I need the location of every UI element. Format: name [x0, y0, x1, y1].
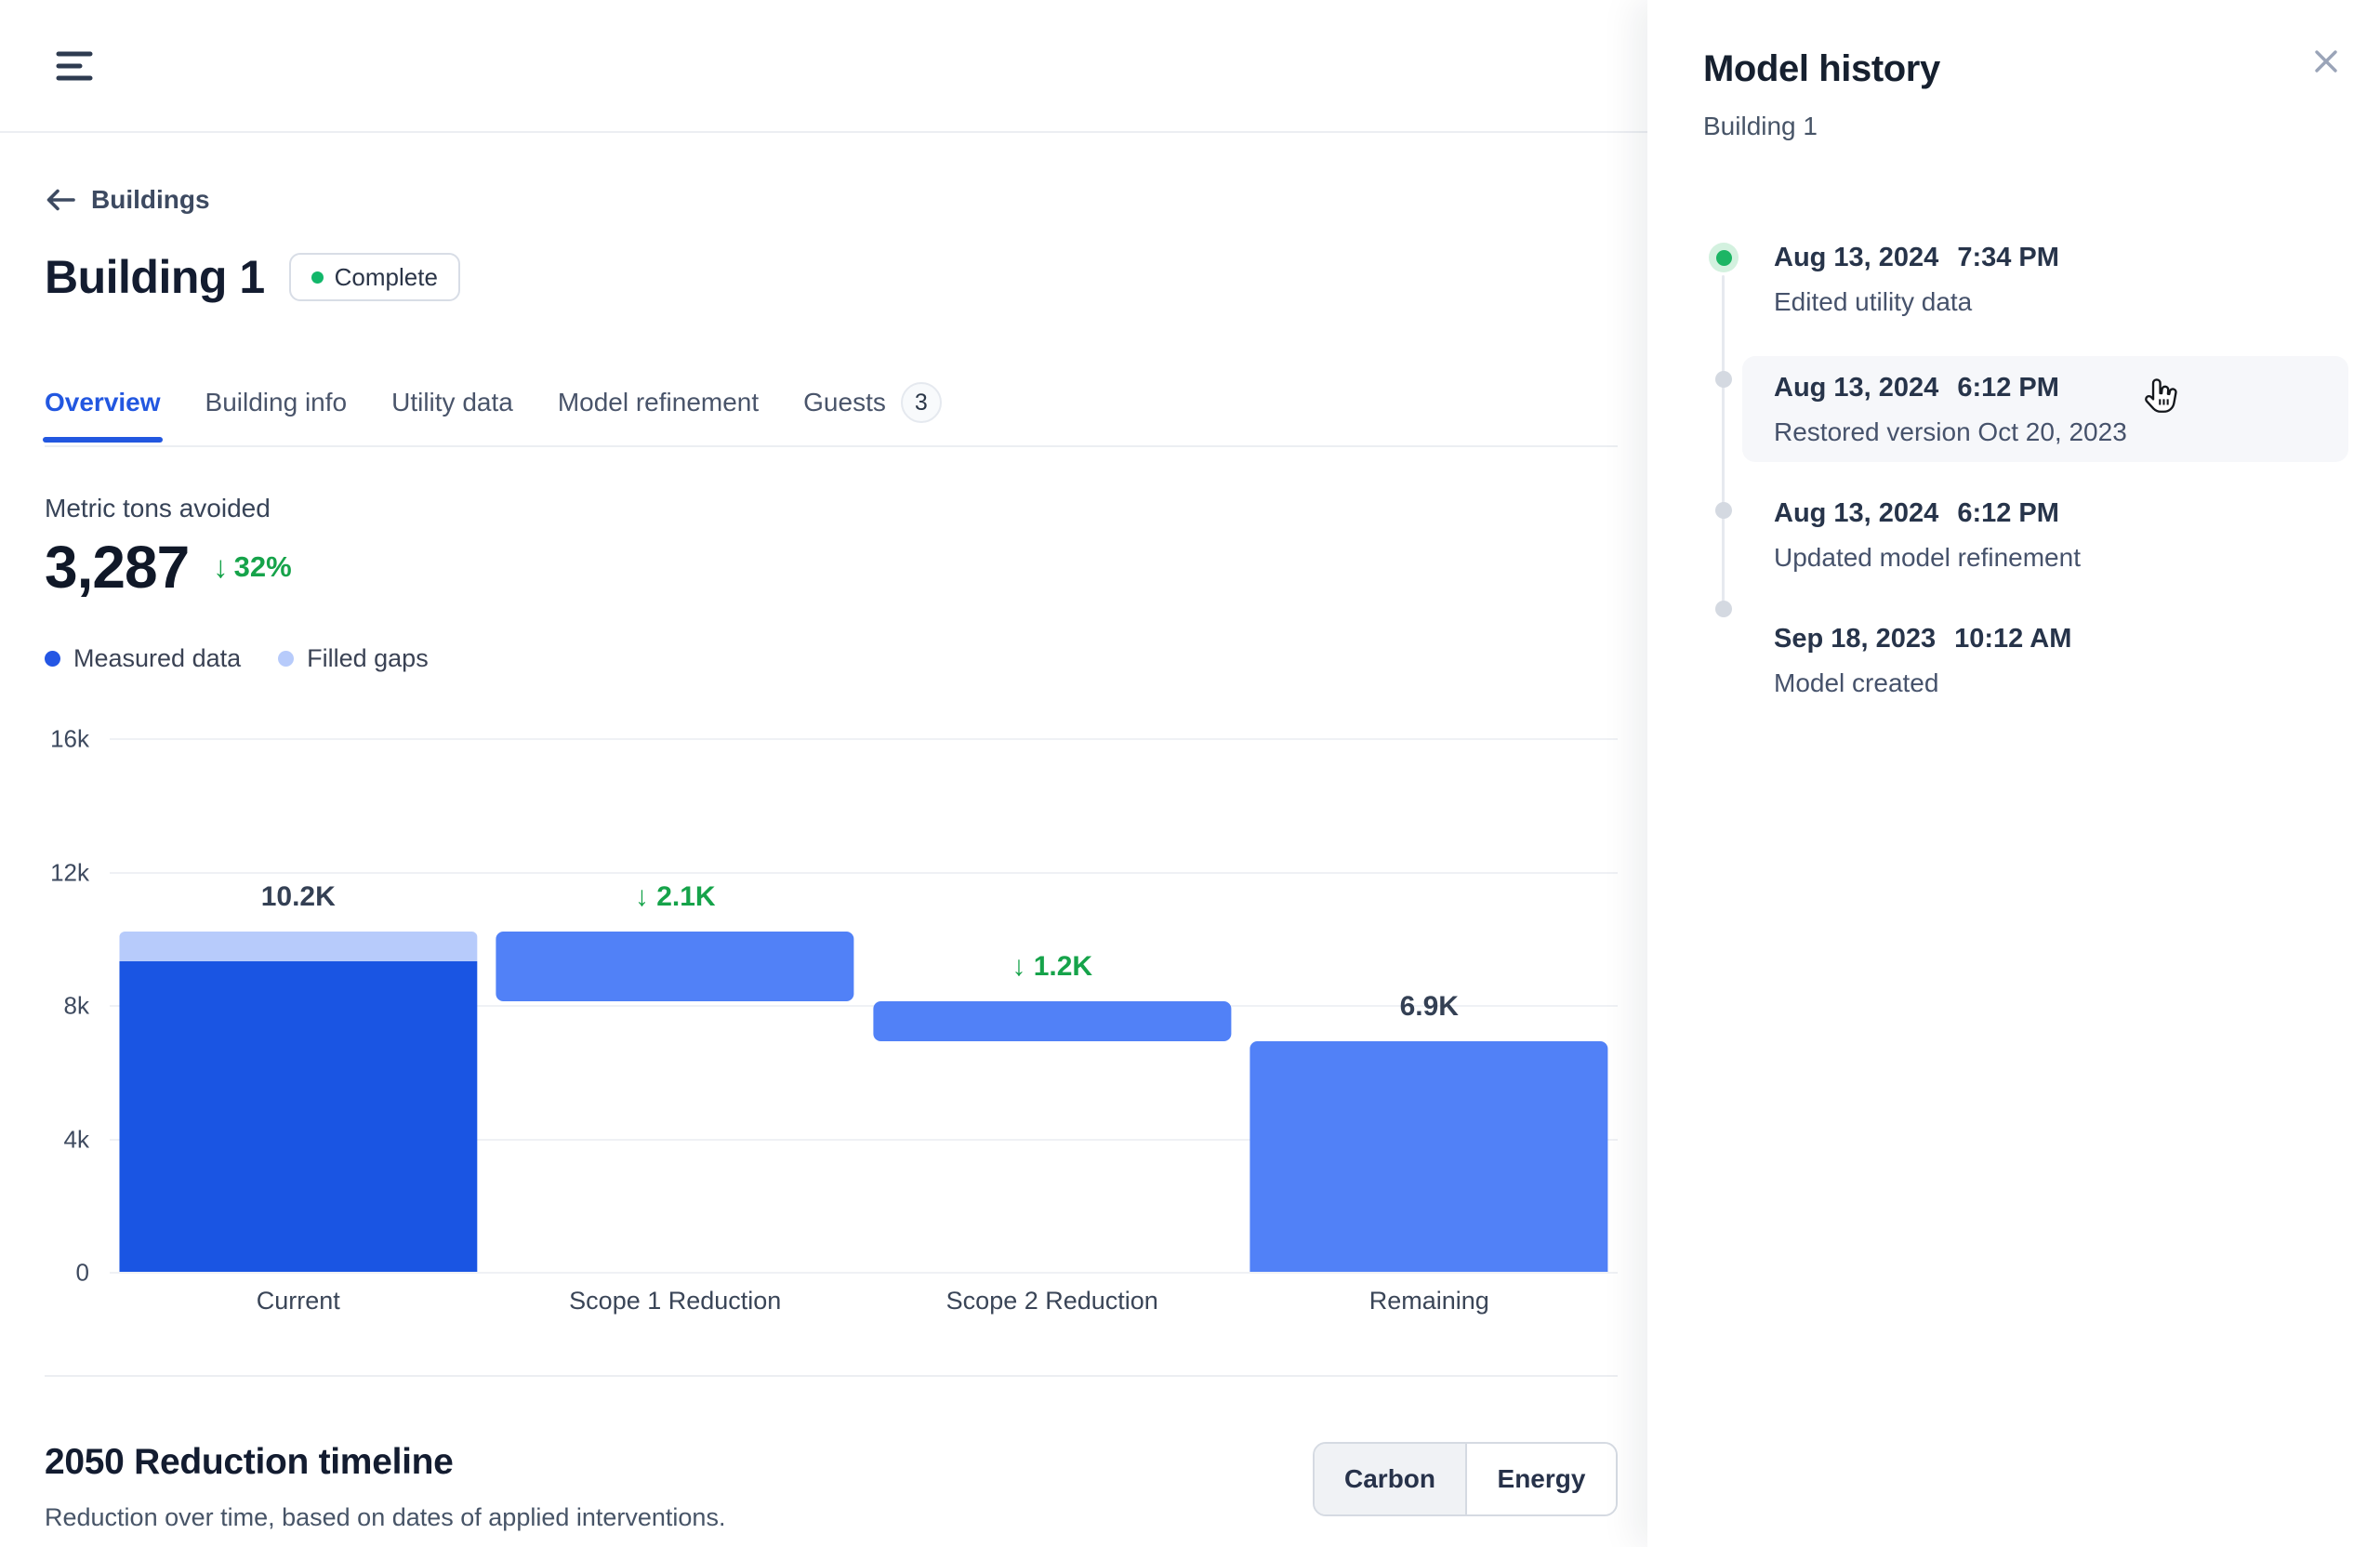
bar-value-label: 10.2K	[260, 881, 336, 913]
chart-x-axis-labels: Current Scope 1 Reduction Scope 2 Reductio…	[110, 1287, 1618, 1316]
y-axis-tick-label: 4k	[63, 1125, 89, 1153]
bar-slot: 10.2K	[110, 738, 487, 1272]
carbon-energy-toggle: Carbon Energy	[1313, 1442, 1618, 1516]
breadcrumb-back-link[interactable]: Buildings	[45, 185, 210, 215]
panel-subtitle: Building 1	[1703, 112, 1818, 140]
bar-slot: ↓ 2.1K	[487, 738, 865, 1272]
close-icon[interactable]	[2307, 43, 2345, 80]
y-axis-tick-label: 12k	[50, 858, 89, 886]
history-hovered-card[interactable]	[1742, 356, 2348, 462]
x-axis-category-label: Scope 2 Reduction	[945, 1287, 1158, 1315]
waterfall-chart: 16k 12k 8k 4k 0 10.2K ↓ 2.1K ↓ 1.2K 6.9K Current…	[45, 725, 1619, 1316]
main-content: Buildings Building 1 Complete Overview B…	[0, 185, 1647, 1532]
timeline-dot-icon	[1715, 502, 1732, 519]
page-title: Building 1	[45, 251, 265, 303]
reduction-timeline-section: 2050 Reduction timeline Reduction over t…	[45, 1427, 1618, 1532]
timeline-dot-icon	[1715, 371, 1732, 388]
status-badge: Complete	[288, 253, 460, 301]
history-item[interactable]: Aug 13, 2024 6:12 PM Restored version Oct…	[1774, 371, 2127, 448]
breadcrumb-label: Buildings	[91, 185, 210, 214]
chart-legend: Measured data Filled gaps	[45, 644, 1618, 673]
history-date: Aug 13, 2024	[1774, 373, 1939, 403]
history-item[interactable]: Sep 18, 2023 10:12 AM Model created	[1774, 622, 2071, 699]
main-area: Buildings Building 1 Complete Overview B…	[0, 0, 1647, 1532]
bar-value-label: 6.9K	[1399, 991, 1459, 1023]
history-date: Aug 13, 2024	[1774, 498, 1939, 528]
model-history-panel: Model history Building 1 Aug 13, 2024 7:3…	[1647, 0, 2380, 1547]
history-description: Edited utility data	[1774, 287, 1973, 316]
bar-slot: ↓ 1.2K	[864, 738, 1241, 1272]
legend-item-measured: Measured data	[45, 644, 241, 673]
tab-utility-data[interactable]: Utility data	[391, 388, 513, 416]
history-date: Aug 13, 2024	[1774, 243, 1939, 272]
status-badge-label: Complete	[334, 262, 438, 291]
reduction-timeline-title: 2050 Reduction timeline	[45, 1442, 454, 1482]
history-description: Restored version Oct 20, 2023	[1774, 417, 2127, 446]
history-time: 10:12 AM	[1954, 624, 2072, 654]
bar-value-label: ↓ 1.2K	[1012, 951, 1093, 983]
metric-row: 3,287 ↓ 32%	[45, 533, 1618, 602]
reduction-timeline-text: 2050 Reduction timeline Reduction over t…	[45, 1427, 725, 1532]
measured-data-dot-icon	[45, 651, 60, 667]
toggle-energy-button[interactable]: Energy	[1465, 1444, 1616, 1514]
y-axis-tick-label: 0	[75, 1258, 89, 1287]
history-time: 7:34 PM	[1957, 243, 2059, 272]
tab-guests[interactable]: Guests 3	[803, 382, 942, 423]
section-divider	[45, 1375, 1618, 1377]
bar-value-label: ↓ 2.1K	[634, 881, 716, 913]
filled-gaps-dot-icon	[278, 651, 295, 667]
bar-segment	[119, 932, 478, 962]
x-axis-category-label: Current	[256, 1287, 340, 1315]
gridline: 4k	[64, 1125, 1618, 1153]
history-date: Sep 18, 2023	[1774, 624, 1937, 654]
top-bar	[0, 0, 1647, 133]
metric-delta: ↓ 32%	[213, 549, 292, 585]
legend-item-filled-gaps: Filled gaps	[278, 644, 429, 673]
history-time: 6:12 PM	[1957, 373, 2059, 403]
toggle-carbon-button[interactable]: Carbon	[1315, 1444, 1465, 1514]
tab-model-refinement[interactable]: Model refinement	[557, 388, 760, 416]
bar-segment	[119, 961, 478, 1272]
timeline-dot-current-icon	[1709, 243, 1739, 272]
bar-slot: 6.9K	[1241, 738, 1619, 1272]
timeline-dot-icon	[1715, 601, 1732, 617]
metric-delta-value: 32%	[233, 550, 292, 583]
tab-bar: Overview Building info Utility data Mode…	[43, 382, 1618, 447]
waterfall-bar	[119, 932, 478, 1272]
chart-plot-area: 16k 12k 8k 4k 0 10.2K ↓ 2.1K ↓ 1.2K 6.9K	[50, 725, 1619, 1287]
history-description: Updated model refinement	[1774, 543, 2081, 572]
gridline: 8k	[64, 992, 1618, 1020]
history-time: 6:12 PM	[1957, 498, 2059, 528]
waterfall-bar	[496, 932, 854, 1002]
tab-overview[interactable]: Overview	[43, 388, 163, 443]
y-axis-tick-label: 16k	[50, 724, 89, 753]
panel-title: Model history	[1703, 48, 1940, 89]
history-description: Model created	[1774, 668, 1939, 697]
back-arrow-icon	[46, 189, 75, 211]
x-axis-category-label: Scope 1 Reduction	[569, 1287, 782, 1315]
tab-building-info[interactable]: Building info	[205, 388, 348, 416]
history-item[interactable]: Aug 13, 2024 7:34 PM Edited utility data	[1774, 241, 2059, 318]
down-arrow-icon: ↓	[213, 549, 229, 584]
gridline: 0	[76, 1259, 1618, 1287]
waterfall-bar	[1250, 1041, 1608, 1272]
metric-value: 3,287	[45, 534, 190, 601]
guests-count-badge: 3	[900, 382, 942, 423]
gridline: 12k	[50, 858, 1618, 886]
waterfall-bar	[873, 1001, 1232, 1042]
gridline: 16k	[50, 725, 1618, 753]
status-dot-icon	[311, 271, 324, 284]
history-item[interactable]: Aug 13, 2024 6:12 PM Updated model refine…	[1774, 496, 2081, 574]
metric-label: Metric tons avoided	[45, 494, 271, 522]
y-axis-tick-label: 8k	[63, 991, 89, 1020]
title-row: Building 1 Complete	[45, 250, 1618, 304]
x-axis-category-label: Remaining	[1368, 1287, 1489, 1315]
reduction-timeline-subtitle: Reduction over time, based on dates of a…	[45, 1503, 726, 1531]
hamburger-menu-icon[interactable]	[56, 47, 97, 85]
timeline-rail	[1722, 275, 1725, 602]
